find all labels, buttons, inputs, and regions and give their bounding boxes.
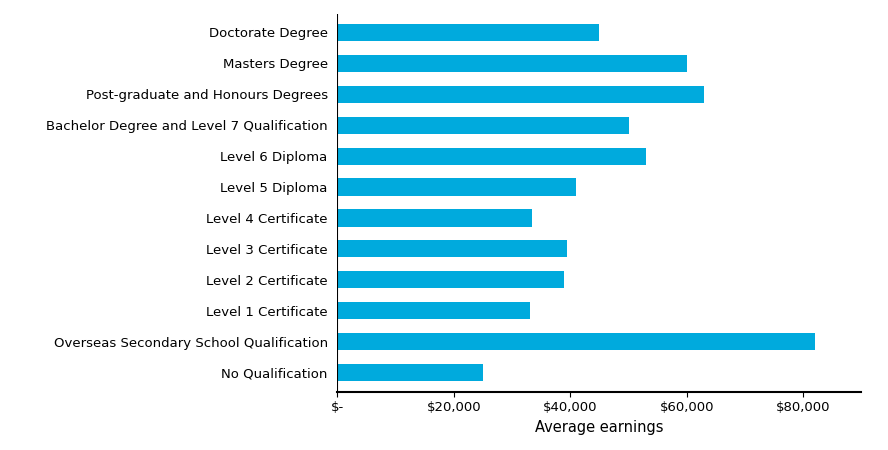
Bar bbox=[337, 364, 483, 382]
Bar bbox=[337, 179, 576, 196]
X-axis label: Average earnings: Average earnings bbox=[535, 420, 663, 435]
Bar bbox=[337, 302, 529, 320]
Bar bbox=[337, 271, 565, 288]
Bar bbox=[337, 148, 646, 165]
Bar bbox=[337, 86, 704, 103]
Bar bbox=[337, 209, 533, 226]
Bar bbox=[337, 23, 599, 40]
Bar bbox=[337, 333, 815, 351]
Bar bbox=[337, 240, 567, 257]
Bar bbox=[337, 117, 629, 134]
Bar bbox=[337, 54, 686, 72]
